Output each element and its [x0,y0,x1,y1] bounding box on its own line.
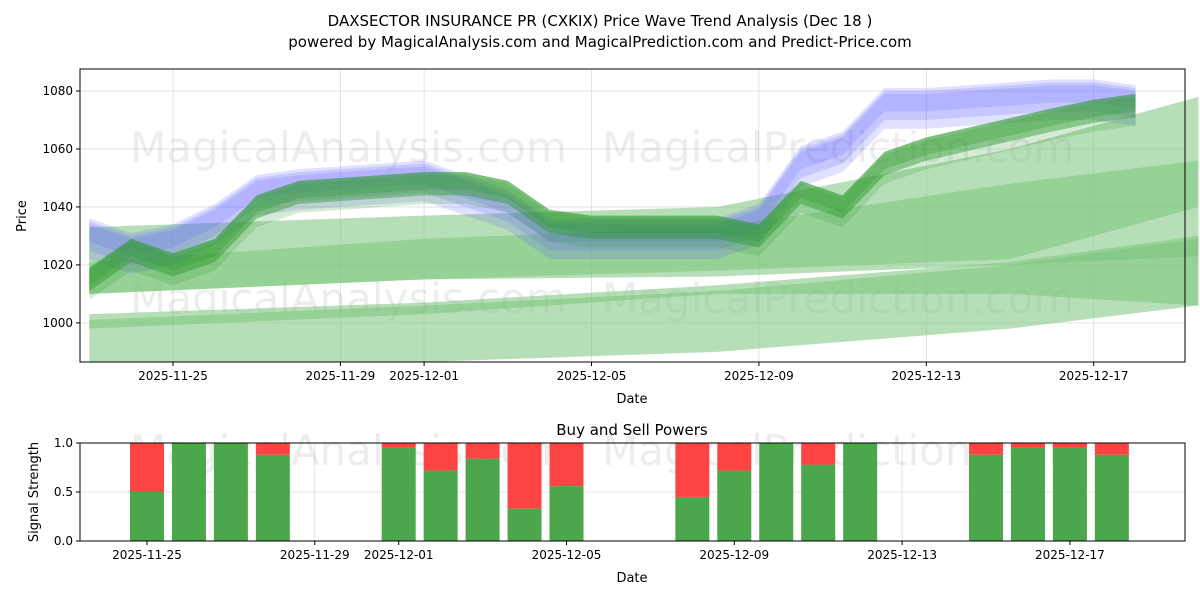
plot-frame [79,442,1186,542]
price-chart: 1000 1020 1040 1060 1080 2025-11-25 2025-11-29… [42,68,1199,383]
x-tick-label: 2025-12-05 [532,548,602,562]
sell-bar [130,443,164,492]
buy-bar [717,470,752,541]
watermark: MagicalAnalysis.com [130,123,567,172]
sell-bar [381,443,416,448]
x-tick-label: 2025-12-13 [867,548,937,562]
buy-bar [549,486,584,541]
x-tick-label: 2025-12-09 [699,548,769,562]
x-tick-label: 2025-12-01 [364,548,434,562]
sell-bar [801,443,836,465]
chart-subtitle: powered by MagicalAnalysis.com and Magic… [288,33,912,51]
buy-bar [1010,447,1045,541]
buy-bar [213,443,248,541]
green-forecast-band [89,238,1199,362]
buy-bar [675,496,710,541]
sell-bar [1010,443,1045,448]
bottom-y-label: Signal Strength [27,442,42,542]
buy-bar [130,492,164,541]
green-wave-band [89,93,1136,291]
buy-bar [969,454,1003,541]
buy-bar [1052,447,1087,541]
buy-bar [759,443,794,541]
buy-bar [1094,454,1129,541]
buy-bar [381,447,416,541]
y-tick-label: 1.0 [54,436,73,450]
bottom-chart-title: Buy and Sell Powers [556,421,708,439]
buy-bar [507,508,542,541]
sell-bar [969,443,1003,455]
x-tick-label: 2025-11-29 [280,548,350,562]
y-tick-label: 1040 [42,200,73,214]
x-tick-label: 2025-12-17 [1059,369,1129,383]
green-forecast-band [89,160,1199,294]
sell-bar [549,443,584,487]
blue-wave-band [89,82,1136,265]
chart-title: DAXSECTOR INSURANCE PR (CXKIX) Price Wav… [328,12,873,30]
sell-bar [423,443,458,471]
plot-frame [79,68,1186,363]
buy-bar [801,464,836,541]
x-tick-label: 2025-12-09 [724,369,794,383]
y-tick-label: 0.0 [54,534,73,548]
x-tick-label: 2025-12-01 [389,369,459,383]
buy-bar [843,443,878,541]
buy-bar [465,458,500,541]
green-forecast-band [89,235,1199,329]
buy-bar [171,443,206,541]
y-tick-label: 1020 [42,258,73,272]
y-tick-label: 1080 [42,84,73,98]
sell-bar [465,443,500,459]
y-tick-label: 0.5 [54,485,73,499]
sell-bar [1094,443,1129,455]
sell-bar [1052,443,1087,448]
buy-bar [423,470,458,541]
blue-wave-band [89,79,1136,257]
signal-chart: 0.0 0.5 1.0 2025-11-25 2025-11-29 2025-12-01 2… [54,426,1186,562]
blue-wave-band [89,85,1136,274]
green-wave-band [89,96,1136,300]
sell-bar [507,443,542,509]
x-tick-label: 2025-11-25 [112,548,182,562]
sell-bar [717,443,752,471]
top-x-label: Date [616,392,647,407]
x-tick-label: 2025-11-25 [138,369,208,383]
y-tick-label: 1000 [42,316,73,330]
green-wave-band [89,93,1136,286]
buy-bar [255,454,290,541]
sell-bar [255,443,290,455]
sell-bar [675,443,710,497]
bottom-x-label: Date [616,571,647,586]
top-y-label: Price [15,200,30,232]
x-tick-label: 2025-11-29 [306,369,376,383]
y-tick-label: 1060 [42,142,73,156]
x-tick-label: 2025-12-13 [891,369,961,383]
x-tick-label: 2025-12-17 [1035,548,1105,562]
x-tick-label: 2025-12-05 [557,369,627,383]
